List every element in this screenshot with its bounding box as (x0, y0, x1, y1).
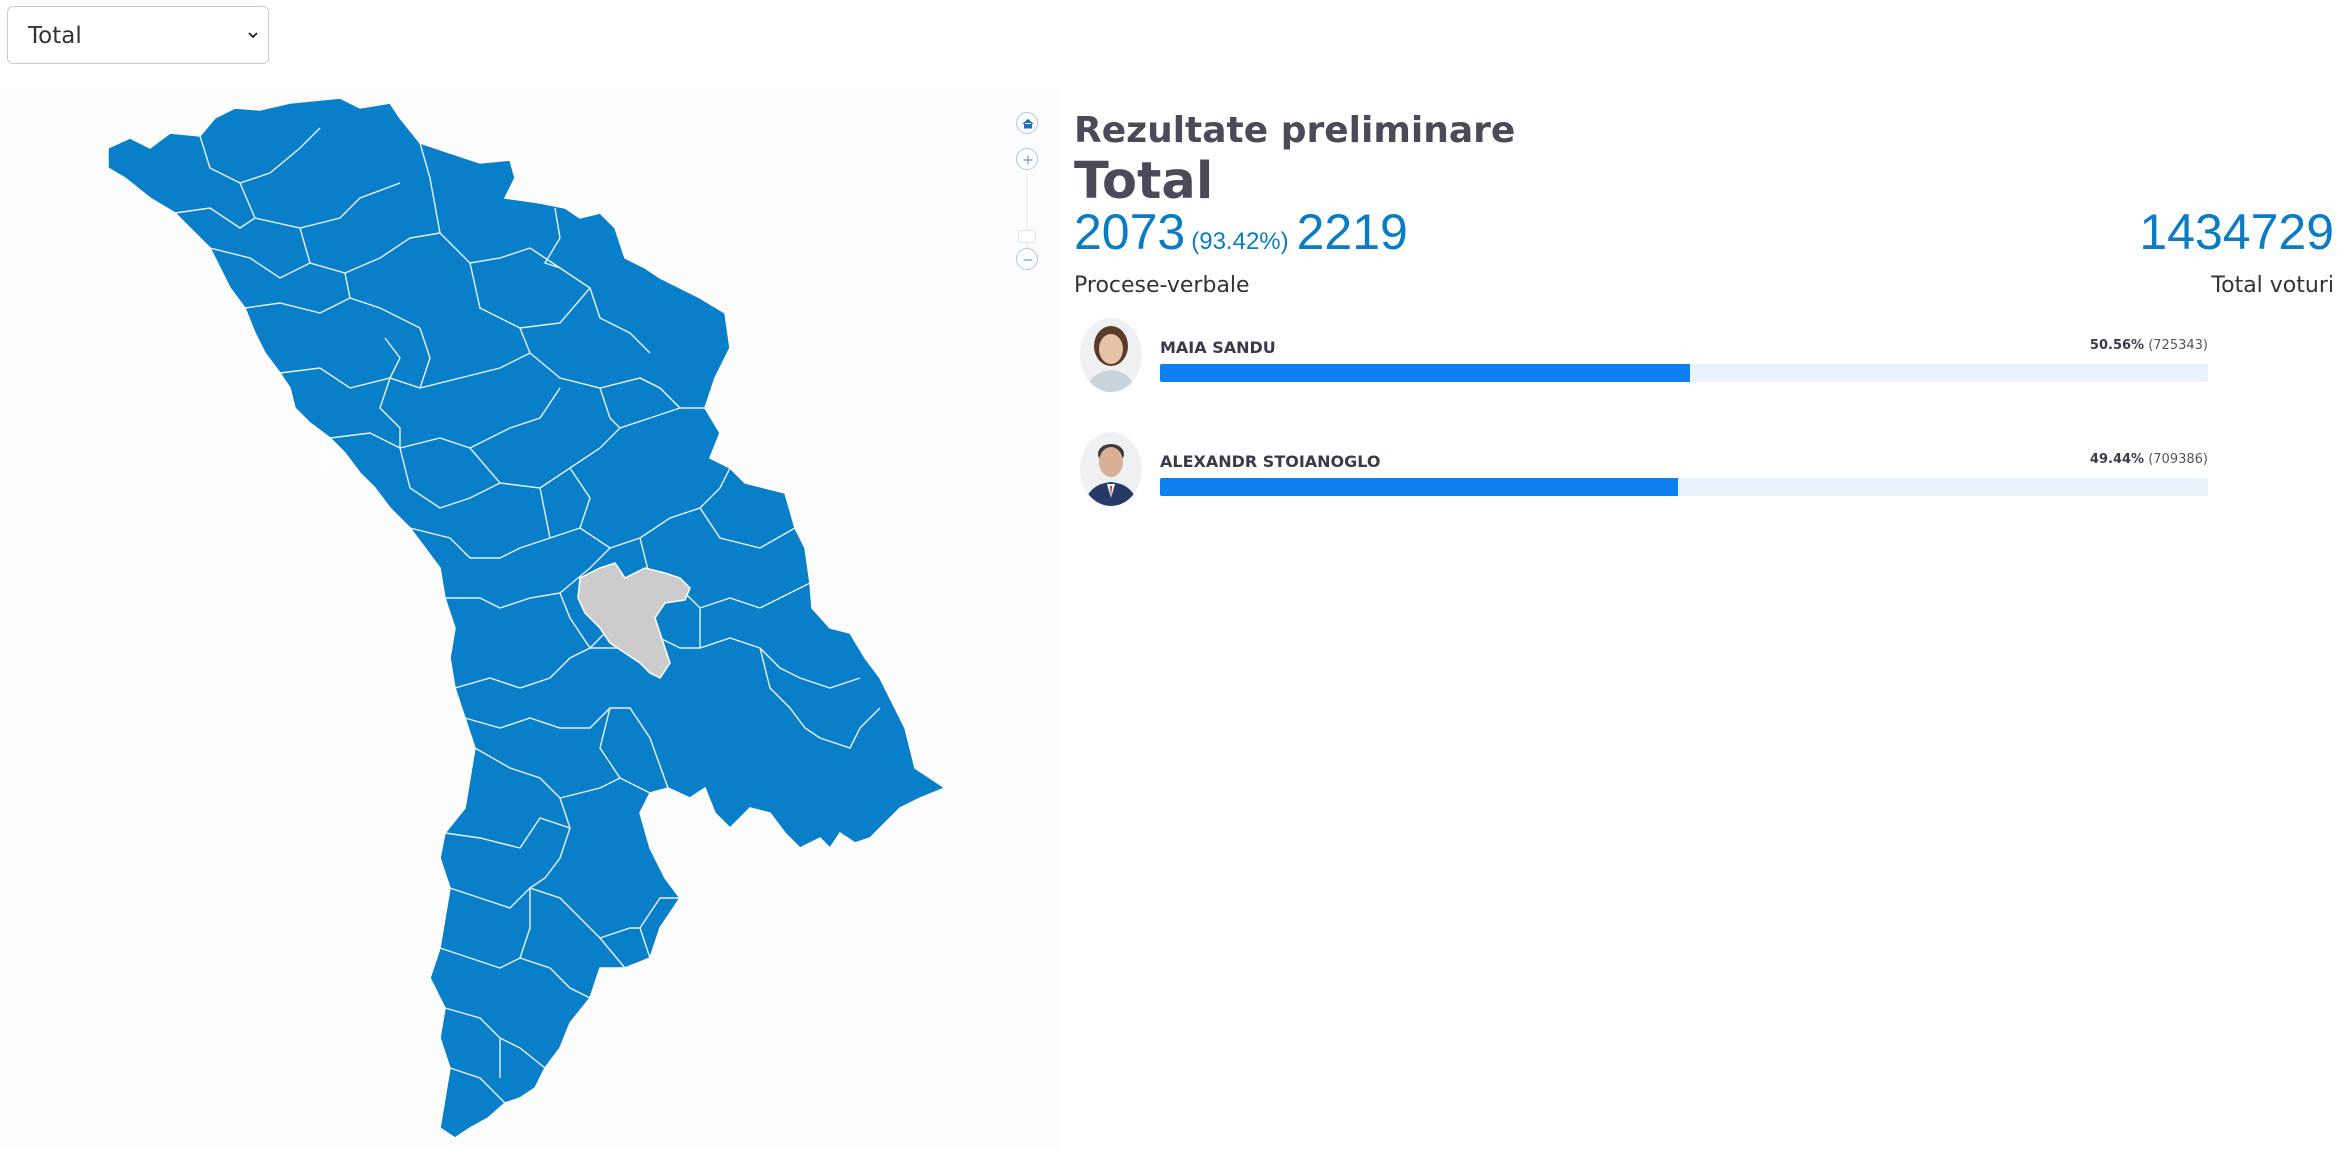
results-subheading: Total (1074, 152, 1214, 211)
zoom-out-icon (1023, 259, 1033, 261)
result-bar-track (1160, 478, 2208, 496)
result-bar-fill (1160, 364, 1690, 382)
candidate-result: 49.44% (709386) (2090, 452, 2208, 467)
map-zoom-in-button[interactable] (1016, 148, 1038, 170)
protocol-counts: 2073 (93.42%) 2219 (1074, 203, 1408, 261)
candidate-name: ALEXANDR STOIANOGLO (1160, 452, 1381, 471)
avatar (1080, 318, 1142, 392)
total-protocols: 2219 (1296, 204, 1408, 260)
results-heading: Rezultate preliminare (1074, 110, 1516, 151)
candidate-name: MAIA SANDU (1160, 338, 1276, 357)
chevron-down-icon (248, 32, 258, 39)
total-votes: 1434729 (2139, 204, 2334, 260)
highlighted-region (577, 562, 691, 679)
candidate-row: ALEXANDR STOIANOGLO 49.44% (709386) (1074, 432, 2208, 508)
moldova-map[interactable] (0, 88, 1060, 1148)
zoom-slider-thumb[interactable] (1018, 230, 1036, 243)
result-bar-track (1160, 364, 2208, 382)
votes-label: Total voturi (2211, 273, 2334, 298)
zoom-in-icon (1023, 155, 1033, 165)
protocols-label: Procese-verbale (1074, 273, 1250, 298)
home-icon (1022, 118, 1034, 129)
avatar (1080, 432, 1142, 506)
candidate-result: 50.56% (725343) (2090, 338, 2208, 353)
zoom-slider-track[interactable] (1026, 174, 1028, 254)
map-zoom-out-button[interactable] (1016, 248, 1038, 270)
map-panel (0, 88, 1060, 1148)
candidate-percent: 50.56% (2089, 338, 2145, 353)
region-select[interactable]: Total (7, 6, 269, 64)
candidate-row: MAIA SANDU 50.56% (725343) (1074, 318, 2208, 394)
processed-count: 2073 (1074, 204, 1186, 260)
district-borders (174, 127, 881, 1104)
candidate-votes: (709386) (2148, 452, 2208, 467)
map-home-button[interactable] (1016, 112, 1038, 134)
map-regions[interactable] (107, 97, 947, 1139)
candidate-votes: (725343) (2148, 338, 2208, 353)
result-bar-fill (1160, 478, 1679, 496)
country-outline (107, 97, 947, 1139)
processed-percent: (93.42%) (1191, 228, 1289, 255)
region-select-value: Total (28, 23, 82, 49)
candidate-percent: 49.44% (2089, 452, 2145, 467)
